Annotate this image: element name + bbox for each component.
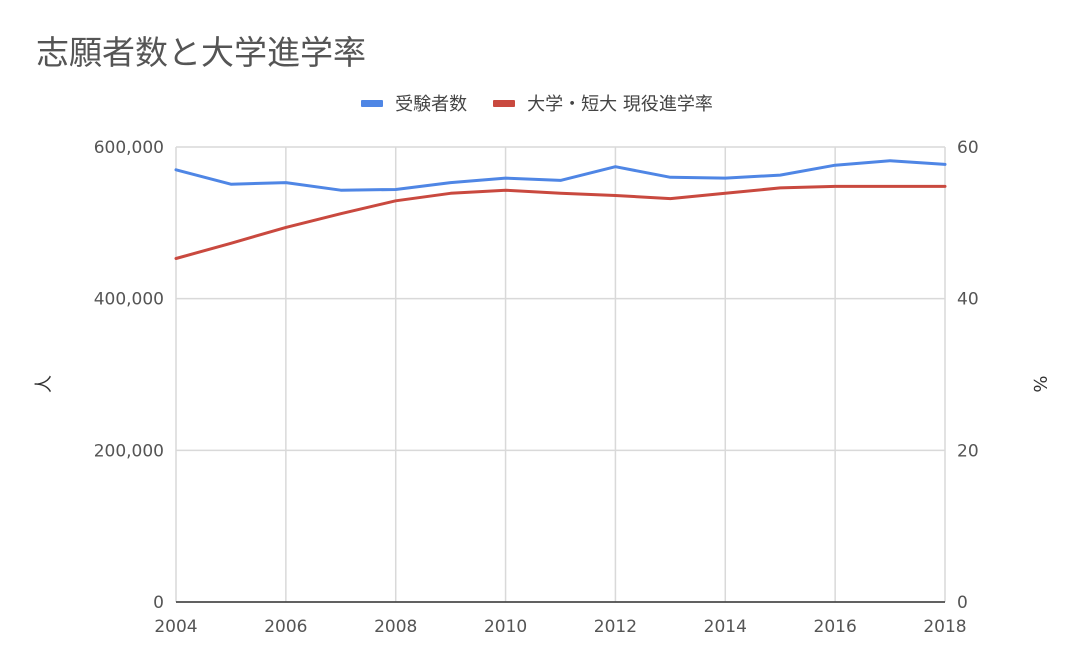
x-tick-label: 2016 (814, 617, 857, 637)
x-tick-label: 2014 (704, 617, 747, 637)
y-left-tick-label: 600,000 (94, 138, 164, 158)
y-right-tick-label: 20 (957, 441, 979, 461)
label-layer: 2004 2006 2008 2010 2012 2014 2016 2018 0 200,000… (34, 138, 1050, 637)
legend: 受験者数 大学・短大 現役進学率 (0, 90, 1074, 116)
x-tick-label: 2006 (264, 617, 307, 637)
y-left-tick-label: 400,000 (94, 290, 164, 310)
y-right-tick-label: 0 (957, 593, 968, 613)
y-left-axis-title: 人 (34, 375, 55, 393)
legend-label-series-2: 大学・短大 現役進学率 (527, 94, 713, 115)
x-tick-label: 2008 (374, 617, 417, 637)
y-left-tick-label: 0 (153, 593, 164, 613)
y-right-tick-label: 40 (957, 290, 979, 310)
series-line-2 (174, 184, 947, 260)
x-tick-label: 2004 (154, 617, 197, 637)
chart-title: 志願者数と大学進学率 (36, 33, 366, 72)
x-tick-label: 2018 (923, 617, 966, 637)
grid-layer (175, 146, 946, 603)
y-right-axis-title: % (1029, 375, 1050, 392)
legend-label-series-1: 受験者数 (395, 94, 468, 115)
y-right-tick-label: 60 (957, 138, 979, 158)
series-line-1 (174, 159, 947, 192)
y-left-tick-label: 200,000 (94, 441, 164, 461)
legend-swatch-series-1 (361, 99, 384, 107)
legend-item-series-1[interactable]: 受験者数 (361, 90, 467, 116)
series-layer (174, 159, 947, 260)
legend-item-series-2[interactable]: 大学・短大 現役進学率 (493, 90, 713, 116)
x-tick-label: 2010 (484, 617, 527, 637)
x-tick-label: 2012 (594, 617, 637, 637)
legend-swatch-series-2 (493, 99, 516, 107)
